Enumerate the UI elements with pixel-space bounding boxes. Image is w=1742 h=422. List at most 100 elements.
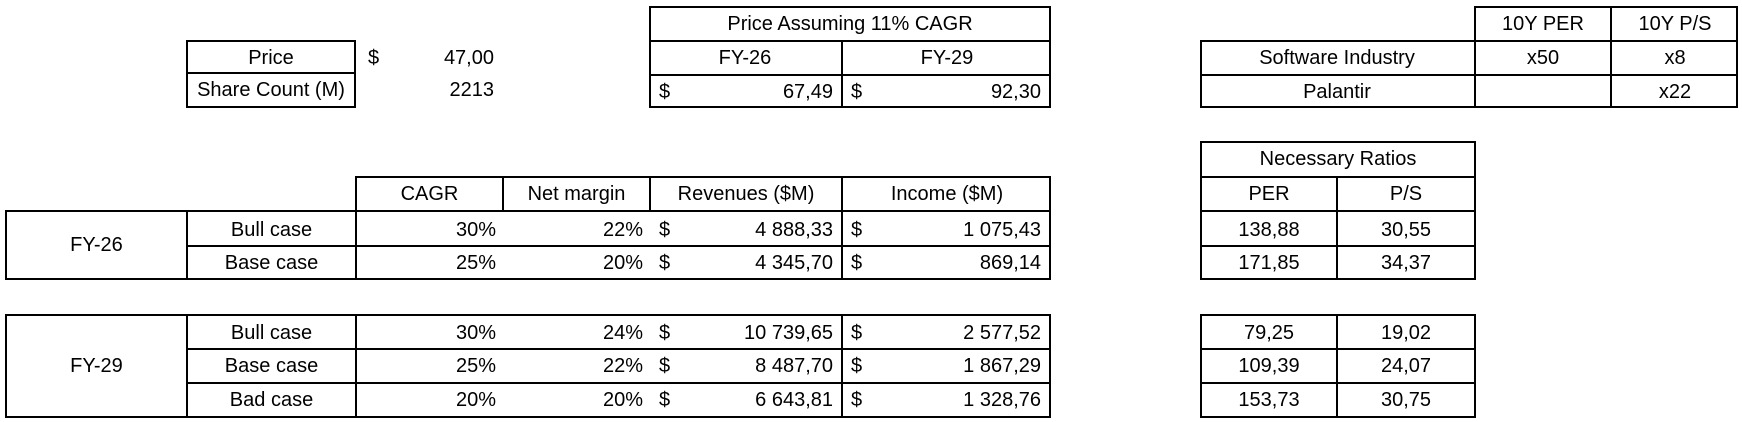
divider (1336, 176, 1338, 212)
income-cell[interactable]: $ 1 867,29 (843, 350, 1049, 382)
currency-symbol: $ (851, 219, 863, 241)
fy29-ratios-box (1200, 314, 1476, 418)
income-cell[interactable]: $ 869,14 (843, 247, 1049, 279)
income-cell[interactable]: $ 2 577,52 (843, 317, 1049, 349)
divider (186, 245, 1051, 247)
revenues-value: 4 888,33 (755, 219, 833, 241)
divider (1200, 348, 1476, 350)
divider (186, 382, 1051, 384)
industry-row-name: Palantir (1303, 81, 1371, 103)
divider (649, 74, 1051, 76)
currency-symbol: $ (851, 389, 863, 411)
income-value: 1 328,76 (963, 389, 1041, 411)
ratio-ps-value[interactable]: 19,02 (1380, 322, 1432, 344)
ratio-ps-value[interactable]: 30,75 (1380, 389, 1432, 411)
income-value: 2 577,52 (963, 322, 1041, 344)
currency-symbol: $ (851, 355, 863, 377)
ratio-ps-value[interactable]: 24,07 (1380, 355, 1432, 377)
ratio-per-value[interactable]: 109,39 (1238, 355, 1300, 377)
col-cagr: CAGR (400, 183, 459, 205)
col-revenues: Revenues ($M) (677, 183, 815, 205)
margin-value[interactable]: 24% (602, 322, 643, 344)
divider (841, 314, 843, 418)
revenues-value: 8 487,70 (755, 355, 833, 377)
ratio-per-value[interactable]: 138,88 (1238, 219, 1300, 241)
currency-symbol: $ (659, 81, 671, 103)
share-count-label: Share Count (M) (197, 79, 345, 101)
price-label: Price (248, 47, 294, 69)
income-value: 869,14 (979, 252, 1041, 274)
price-assumption-box (649, 6, 1051, 108)
cagr-value[interactable]: 25% (455, 355, 496, 377)
case-label: Bull case (230, 219, 313, 241)
ratios-title: Necessary Ratios (1259, 148, 1417, 170)
price-currency: $ (368, 47, 380, 69)
price-fy29-cell[interactable]: $ 92,30 (843, 76, 1049, 108)
industry-row-ps[interactable]: x22 (1658, 81, 1692, 103)
col-income: Income ($M) (890, 183, 1004, 205)
divider (841, 176, 843, 212)
margin-value[interactable]: 20% (602, 252, 643, 274)
ratio-ps-value[interactable]: 34,37 (1380, 252, 1432, 274)
share-count-value[interactable]: 2213 (449, 79, 495, 101)
divider (1336, 314, 1338, 418)
col-per: PER (1248, 183, 1290, 205)
price-fy26-cell[interactable]: $ 67,49 (651, 76, 841, 108)
col-10y-per: 10Y PER (1502, 13, 1584, 35)
industry-row-per[interactable]: x50 (1526, 47, 1560, 69)
fy26-label: FY-26 (70, 234, 123, 256)
margin-value[interactable]: 20% (602, 389, 643, 411)
margin-value[interactable]: 22% (602, 355, 643, 377)
inputs-label-box (186, 40, 356, 108)
revenues-cell[interactable]: $ 8 487,70 (651, 350, 841, 382)
currency-symbol: $ (851, 322, 863, 344)
divider (186, 348, 1051, 350)
ratio-per-value[interactable]: 79,25 (1243, 322, 1295, 344)
income-value: 1 075,43 (963, 219, 1041, 241)
revenues-cell[interactable]: $ 4 345,70 (651, 247, 841, 279)
revenues-cell[interactable]: $ 10 739,65 (651, 317, 841, 349)
revenues-cell[interactable]: $ 6 643,81 (651, 384, 841, 416)
cagr-value[interactable]: 25% (455, 252, 496, 274)
currency-symbol: $ (659, 219, 671, 241)
revenues-value: 6 643,81 (755, 389, 833, 411)
col-10y-ps: 10Y P/S (1638, 13, 1712, 35)
currency-symbol: $ (659, 355, 671, 377)
case-label: Base case (224, 355, 319, 377)
block-box (5, 314, 1051, 418)
currency-symbol: $ (659, 322, 671, 344)
cagr-value[interactable]: 30% (455, 219, 496, 241)
divider (355, 314, 357, 418)
revenues-cell[interactable]: $ 4 888,33 (651, 214, 841, 246)
price-fy29-value: 92,30 (990, 81, 1041, 103)
income-value: 1 867,29 (963, 355, 1041, 377)
revenues-value: 4 345,70 (755, 252, 833, 274)
divider (841, 40, 843, 108)
divider (1336, 210, 1338, 280)
inputs-divider (186, 72, 356, 74)
ratio-ps-value[interactable]: 30,55 (1380, 219, 1432, 241)
price-fy26-value: 67,49 (782, 81, 833, 103)
divider (1200, 74, 1738, 76)
col-ps: P/S (1389, 183, 1423, 205)
industry-row-per[interactable] (1476, 76, 1610, 108)
industry-row-ps[interactable]: x8 (1664, 47, 1686, 69)
price-value[interactable]: 47,00 (443, 47, 494, 69)
income-cell[interactable]: $ 1 075,43 (843, 214, 1049, 246)
cagr-value[interactable]: 30% (455, 322, 496, 344)
ratio-per-value[interactable]: 171,85 (1238, 252, 1300, 274)
divider (1610, 6, 1612, 108)
col-fy29: FY-29 (920, 47, 974, 69)
price-assumption-title: Price Assuming 11% CAGR (727, 13, 973, 35)
ratio-per-value[interactable]: 153,73 (1238, 389, 1300, 411)
case-label: Bad case (229, 389, 314, 411)
margin-value[interactable]: 22% (602, 219, 643, 241)
cagr-value[interactable]: 20% (455, 389, 496, 411)
currency-symbol: $ (851, 252, 863, 274)
divider (649, 176, 651, 212)
col-fy26: FY-26 (718, 47, 772, 69)
income-cell[interactable]: $ 1 328,76 (843, 384, 1049, 416)
divider (649, 40, 1051, 42)
divider (1200, 176, 1476, 178)
divider (502, 176, 504, 212)
